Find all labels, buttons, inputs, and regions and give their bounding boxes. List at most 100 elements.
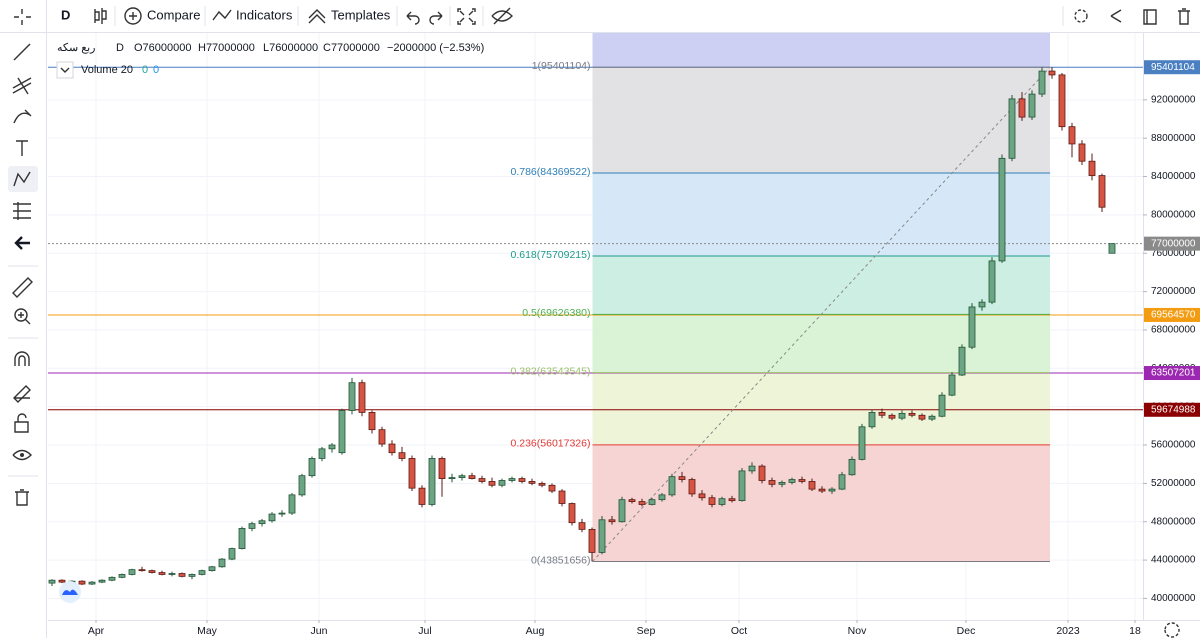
share-button[interactable] (1110, 9, 1122, 23)
zoom-icon (18, 312, 31, 325)
ohlc-open: O76000000 (134, 42, 192, 54)
back-tool[interactable] (14, 236, 30, 250)
symbol-name: ربع سکه (57, 42, 95, 54)
fib-level-label: 0(43851656) (531, 554, 591, 566)
crosshair-tool[interactable] (14, 9, 31, 25)
text-tool[interactable] (16, 140, 28, 156)
prediction-tool[interactable] (13, 202, 31, 220)
candle-body (118, 574, 126, 578)
candle-body (218, 558, 226, 568)
pattern-tool[interactable] (13, 171, 31, 187)
candle-body (488, 481, 496, 486)
fib-zone (592, 33, 1050, 68)
y-tick-label: 84000000 (1151, 171, 1196, 182)
candle-body (108, 576, 116, 581)
x-tick-label: May (197, 625, 218, 637)
volume-label: Volume 20 (81, 64, 133, 76)
price-axis (1143, 33, 1200, 620)
interval-label: D (61, 7, 70, 22)
price-badge (1144, 366, 1200, 381)
fib-zone (592, 256, 1050, 315)
candle-body (238, 528, 246, 549)
fib-level-label: 0.236(56017326) (511, 438, 591, 450)
candle-body (748, 465, 756, 472)
candle-body (158, 572, 166, 575)
settings-button[interactable] (1074, 9, 1088, 23)
candle-body (198, 570, 206, 575)
magnet-tool[interactable] (14, 351, 30, 366)
candle-body (1028, 93, 1036, 118)
hide-button[interactable] (491, 7, 513, 25)
candle-body (1048, 70, 1056, 76)
candle-body (58, 579, 66, 583)
fib-zone (592, 372, 1050, 445)
fib-level-label: 0.382(63543545) (511, 365, 591, 377)
candle-body (848, 458, 856, 476)
candle-body (458, 475, 466, 479)
visibility-tool[interactable] (12, 449, 32, 461)
candle-body (1018, 98, 1026, 118)
y-tick-label: 52000000 (1151, 478, 1196, 489)
remove-tool[interactable] (15, 489, 29, 506)
fib-level-label: 1(95401104) (532, 60, 591, 72)
ruler-tool[interactable] (12, 277, 33, 298)
compare-button[interactable]: Compare (124, 7, 200, 25)
candle-body (178, 573, 186, 577)
candle-body (648, 499, 656, 505)
draw-mode-tool[interactable] (13, 385, 31, 403)
candle-body (428, 458, 436, 505)
candle-body (1068, 126, 1076, 145)
candle-body (468, 475, 476, 479)
candle-body (438, 458, 446, 479)
redo-button[interactable] (429, 11, 443, 25)
plus-icon (124, 7, 142, 25)
candle-body (828, 488, 836, 492)
undo-button[interactable] (406, 11, 420, 25)
candle-body (918, 414, 926, 420)
candle-body (628, 499, 636, 502)
axis-settings-button[interactable] (1164, 622, 1180, 638)
candle-body (698, 493, 706, 499)
candle-body (388, 443, 396, 454)
candle-body (778, 482, 786, 485)
compare-label: Compare (147, 7, 200, 22)
legend-toggle[interactable] (56, 61, 74, 79)
candle-body (268, 513, 276, 522)
volume-value: 0 (153, 64, 159, 76)
zoom-tool[interactable] (14, 308, 28, 322)
symbol-interval: D (116, 42, 124, 54)
x-tick-label: 18 (1129, 625, 1141, 637)
interval-button[interactable]: D (61, 7, 70, 22)
candle-body (708, 497, 716, 505)
candle-body (838, 474, 846, 490)
templates-button[interactable]: Templates (308, 7, 391, 24)
price-badge (1144, 236, 1200, 251)
candle-body (168, 573, 176, 575)
candle-body (968, 306, 976, 348)
brush-tool[interactable] (13, 109, 32, 124)
chart-type-button[interactable] (94, 8, 107, 24)
delete-button[interactable] (1178, 8, 1190, 25)
candle-body (768, 480, 776, 485)
candle-body (898, 412, 906, 419)
x-tick-label: Aug (526, 625, 545, 637)
candle-body (478, 478, 486, 482)
candle-body (1108, 243, 1116, 254)
volume-value: 0 (142, 64, 148, 76)
indicators-button[interactable]: Indicators (212, 7, 293, 22)
logo[interactable] (59, 581, 81, 603)
candle-body (738, 470, 746, 502)
layout-button[interactable] (1143, 9, 1157, 25)
candle-body (618, 499, 626, 523)
candle-body (998, 157, 1006, 262)
candle-body (88, 581, 96, 585)
candle-body (538, 482, 546, 486)
lock-tool[interactable] (14, 413, 29, 433)
trendline-tool[interactable] (13, 43, 31, 61)
x-tick-label: Apr (88, 625, 105, 637)
candle-body (278, 512, 286, 515)
candle-body (528, 481, 536, 484)
fib-tool[interactable] (12, 77, 32, 95)
candle-body (868, 412, 876, 428)
fullscreen-button[interactable] (457, 8, 476, 25)
